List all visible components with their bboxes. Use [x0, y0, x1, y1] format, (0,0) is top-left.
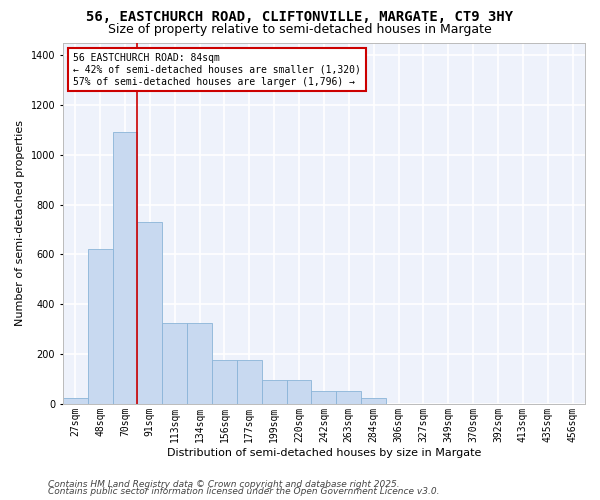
- Bar: [88, 250, 113, 404]
- Bar: [361, 398, 386, 404]
- Text: Contains HM Land Registry data © Crown copyright and database right 2025.: Contains HM Land Registry data © Crown c…: [48, 480, 400, 489]
- Text: Size of property relative to semi-detached houses in Margate: Size of property relative to semi-detach…: [108, 22, 492, 36]
- Bar: [63, 398, 88, 404]
- Text: Contains public sector information licensed under the Open Government Licence v3: Contains public sector information licen…: [48, 487, 439, 496]
- Bar: [337, 392, 361, 404]
- Bar: [137, 222, 162, 404]
- Y-axis label: Number of semi-detached properties: Number of semi-detached properties: [15, 120, 25, 326]
- Bar: [187, 323, 212, 404]
- Bar: [237, 360, 262, 404]
- Bar: [113, 132, 137, 404]
- Bar: [212, 360, 237, 404]
- Bar: [262, 380, 287, 404]
- X-axis label: Distribution of semi-detached houses by size in Margate: Distribution of semi-detached houses by …: [167, 448, 481, 458]
- Text: 56 EASTCHURCH ROAD: 84sqm
← 42% of semi-detached houses are smaller (1,320)
57% : 56 EASTCHURCH ROAD: 84sqm ← 42% of semi-…: [73, 54, 361, 86]
- Bar: [311, 392, 337, 404]
- Bar: [162, 323, 187, 404]
- Text: 56, EASTCHURCH ROAD, CLIFTONVILLE, MARGATE, CT9 3HY: 56, EASTCHURCH ROAD, CLIFTONVILLE, MARGA…: [86, 10, 514, 24]
- Bar: [287, 380, 311, 404]
